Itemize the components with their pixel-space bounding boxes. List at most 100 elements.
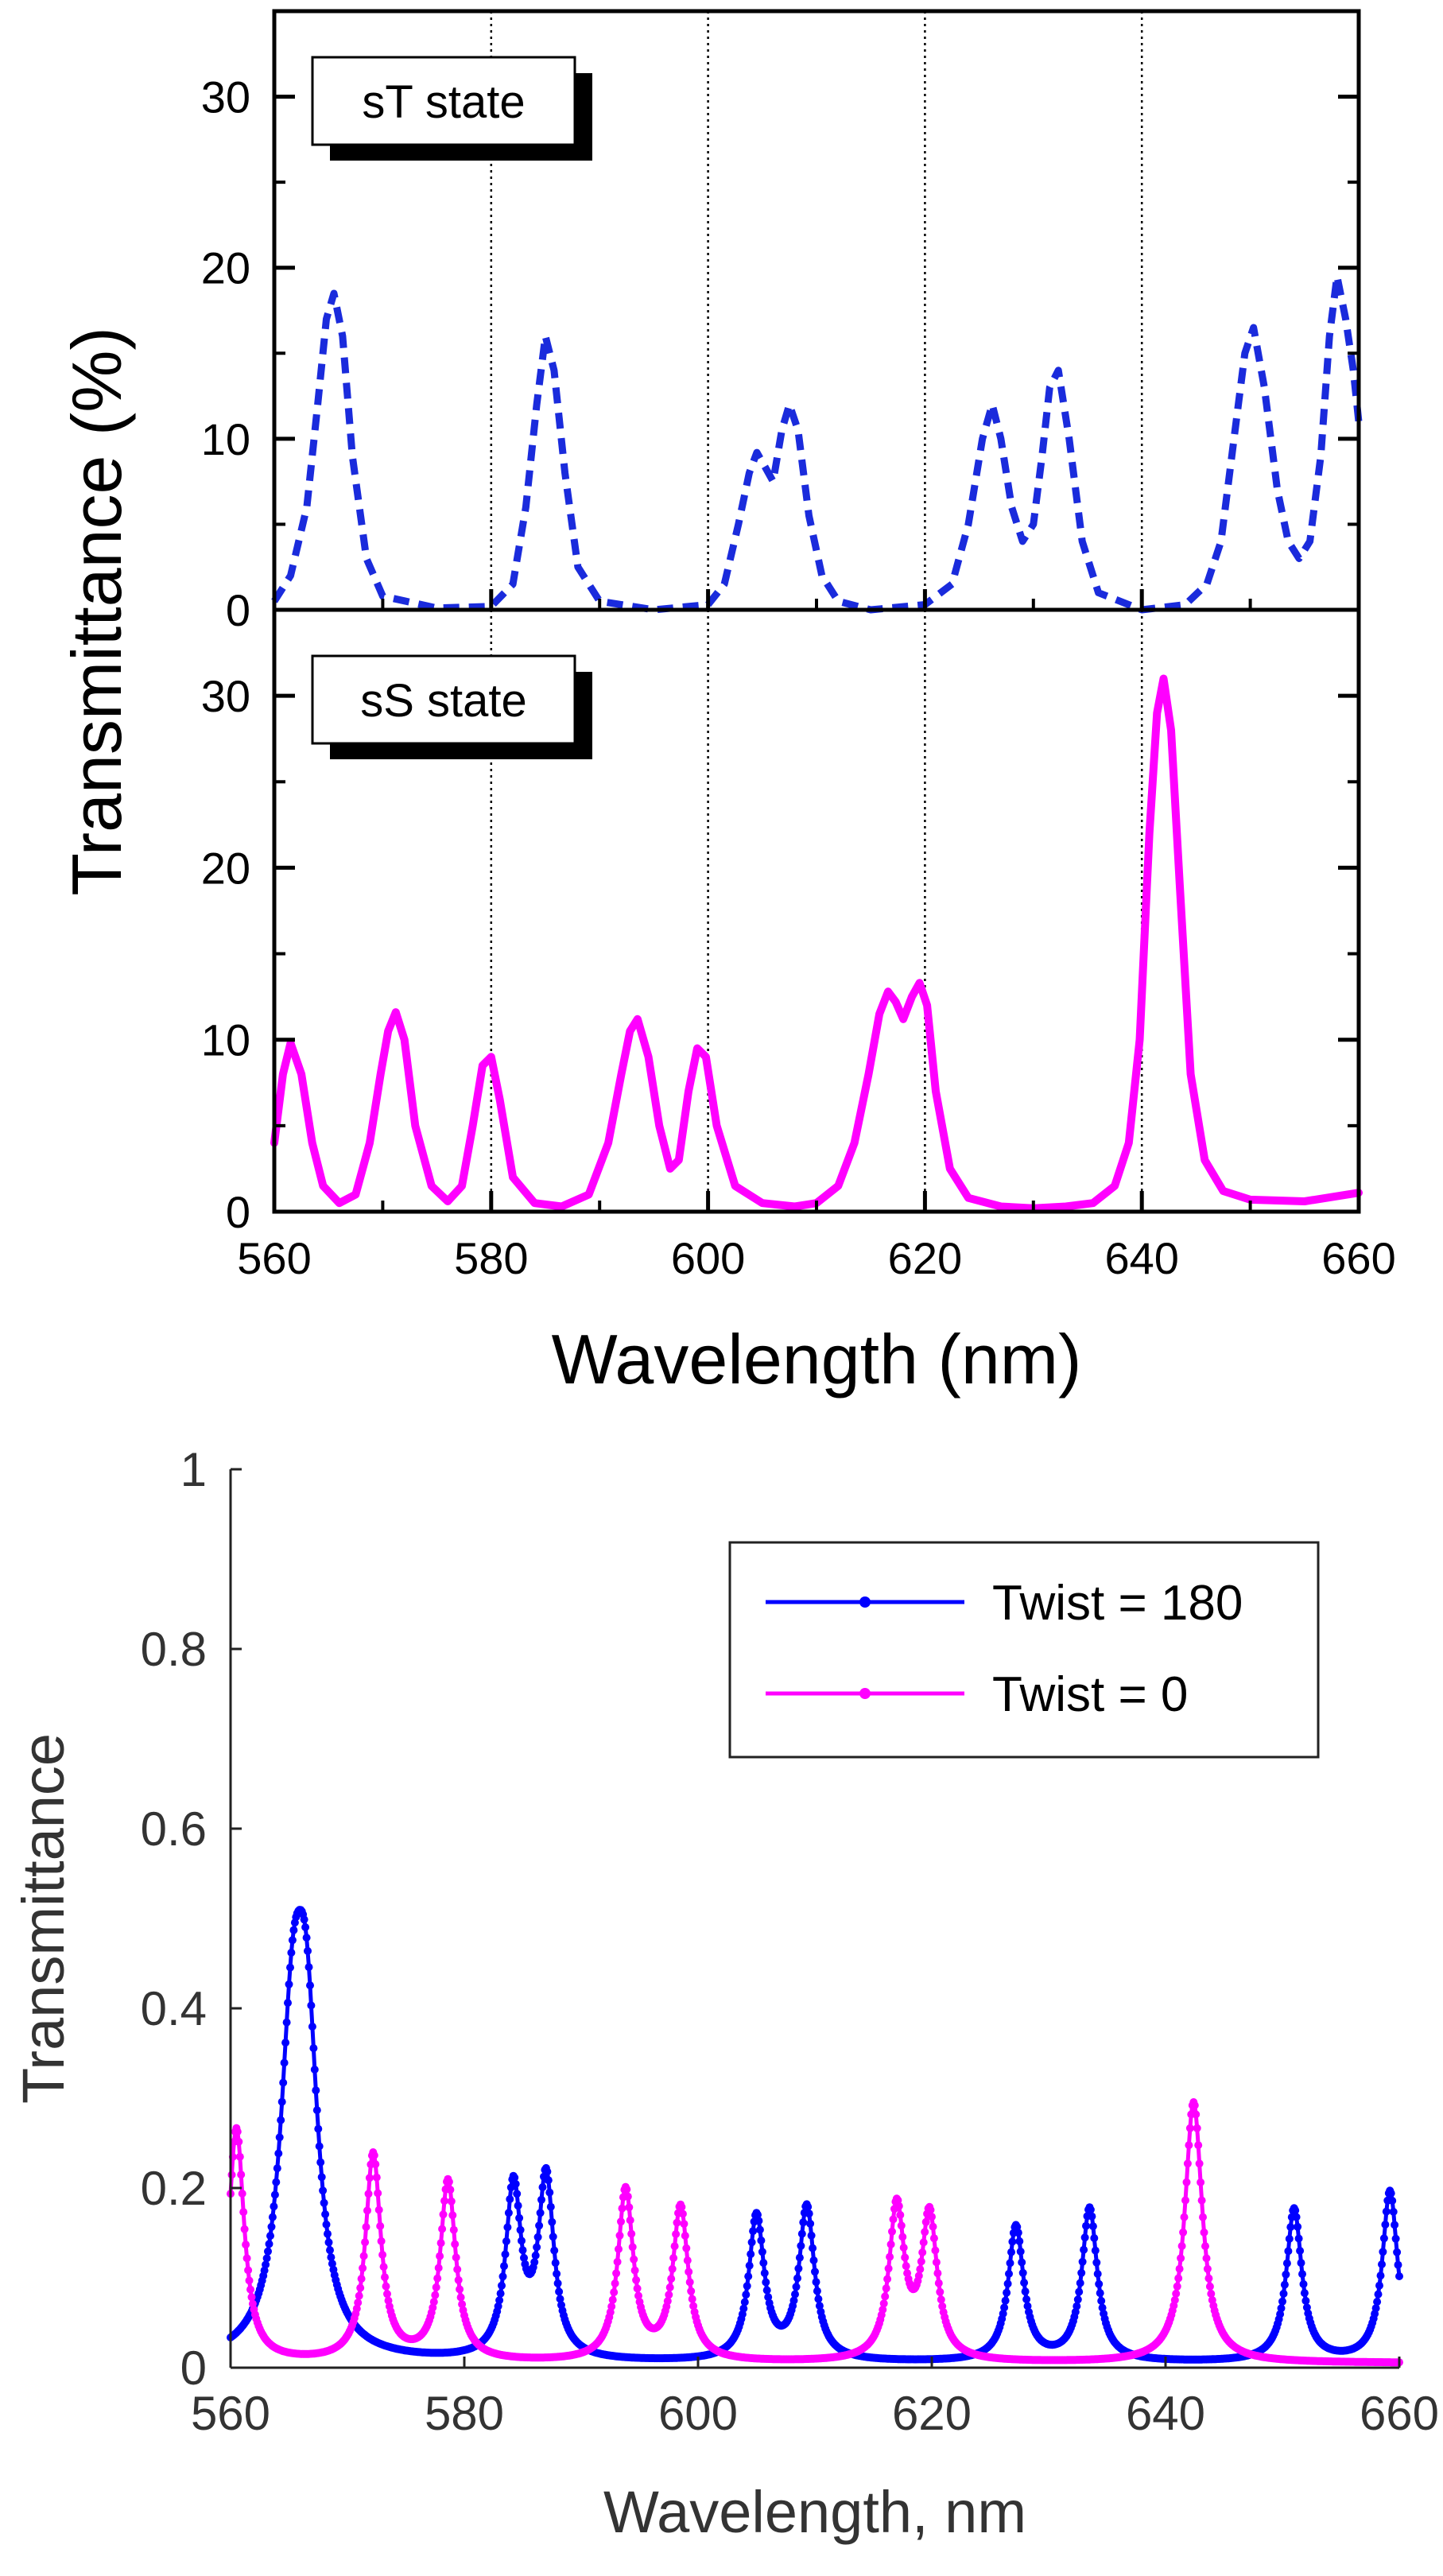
data-point (1181, 2196, 1189, 2205)
data-point (498, 2272, 507, 2281)
data-point (510, 2173, 519, 2182)
data-point (1183, 2159, 1192, 2168)
data-point (514, 2202, 522, 2210)
data-point (242, 2240, 250, 2249)
data-point (503, 2223, 512, 2232)
data-point (245, 2276, 254, 2285)
data-point (1297, 2259, 1305, 2268)
data-point (678, 2209, 687, 2218)
data-point (322, 2220, 331, 2229)
data-point (1194, 2141, 1203, 2150)
legend: Twist = 180 Twist = 0 (728, 1541, 1320, 1759)
data-point (809, 2244, 817, 2252)
data-point (762, 2278, 770, 2287)
data-point (999, 2310, 1007, 2318)
data-point (633, 2284, 642, 2293)
data-point (374, 2189, 382, 2198)
data-point (267, 2222, 276, 2231)
series-Twist-0 (227, 2098, 1403, 2367)
data-point (931, 2246, 940, 2255)
data-point (680, 2220, 689, 2229)
data-point (1023, 2302, 1032, 2310)
data-point (371, 2160, 380, 2169)
legend-item: Twist = 180 (766, 1576, 1243, 1631)
data-point (623, 2192, 632, 2201)
legend-label: Twist = 0 (992, 1667, 1188, 1722)
data-point (456, 2293, 465, 2302)
data-point (1278, 2297, 1286, 2306)
legend-swatch-marker (859, 1688, 871, 1699)
y-tick-label: 20 (201, 843, 250, 893)
data-point (791, 2290, 799, 2299)
data-point (379, 2263, 388, 2271)
data-point (917, 2257, 925, 2266)
data-point (1393, 2248, 1402, 2256)
data-point (266, 2232, 274, 2240)
x-tick-label: 660 (1360, 2387, 1439, 2440)
data-point (1022, 2295, 1031, 2303)
data-point (894, 2202, 903, 2210)
y-axis-title: Transmittance (%) (57, 327, 136, 896)
y-tick-label: 20 (201, 243, 250, 293)
data-point (270, 2190, 279, 2199)
data-point (687, 2287, 696, 2295)
data-point (610, 2288, 619, 2297)
data-point (757, 2237, 766, 2244)
data-point (273, 2164, 281, 2173)
data-point (288, 1936, 297, 1945)
data-point (742, 2291, 751, 2299)
data-point (884, 2264, 893, 2273)
y-axis-title: Transmittance (10, 1733, 76, 2104)
data-point (689, 2302, 698, 2310)
state-label-text: sS state (360, 675, 527, 727)
data-point (611, 2279, 619, 2287)
data-point (1202, 2254, 1211, 2263)
legend-swatch-marker (859, 1596, 871, 1608)
data-point (1203, 2264, 1212, 2273)
data-point (544, 2176, 553, 2185)
sT-panel: 0 10 20 30 sT state (201, 9, 1363, 635)
data-point (793, 2274, 801, 2283)
series-line-sS-state (270, 674, 1363, 1212)
data-point (672, 2230, 681, 2238)
data-point (1387, 2189, 1395, 2198)
data-point (502, 2237, 510, 2245)
data-point (886, 2240, 895, 2248)
y-tick-label: 30 (201, 671, 250, 721)
data-point (806, 2219, 815, 2228)
data-point (929, 2222, 937, 2231)
data-point (277, 2097, 286, 2106)
data-point (1092, 2258, 1101, 2267)
x-tick-label: 600 (658, 2387, 738, 2440)
data-point (899, 2244, 908, 2252)
data-point (357, 2275, 366, 2283)
data-point (433, 2274, 442, 2283)
data-point (448, 2211, 457, 2220)
data-point (919, 2238, 928, 2247)
data-point (634, 2291, 642, 2300)
data-point (758, 2248, 766, 2256)
data-point (286, 1963, 294, 1972)
x-tick-label: 660 (1321, 1233, 1395, 1283)
data-point (1373, 2298, 1382, 2306)
data-point (1014, 2229, 1022, 2237)
data-point (284, 1999, 292, 2008)
data-point (1177, 2242, 1186, 2250)
data-point (504, 2209, 513, 2217)
data-point (1376, 2271, 1385, 2280)
data-point (281, 2039, 290, 2047)
data-point (431, 2291, 440, 2299)
data-point (1097, 2297, 1106, 2305)
data-point (550, 2246, 559, 2255)
data-point (285, 1980, 293, 1988)
data-point (308, 2023, 316, 2031)
data-point (321, 2210, 330, 2218)
data-point (440, 2197, 448, 2206)
data-point (625, 2203, 634, 2212)
x-tick-label: 620 (888, 1233, 962, 1283)
data-point (1379, 2248, 1387, 2256)
data-point (1389, 2207, 1398, 2216)
data-point (879, 2299, 888, 2308)
data-point (535, 2221, 544, 2230)
